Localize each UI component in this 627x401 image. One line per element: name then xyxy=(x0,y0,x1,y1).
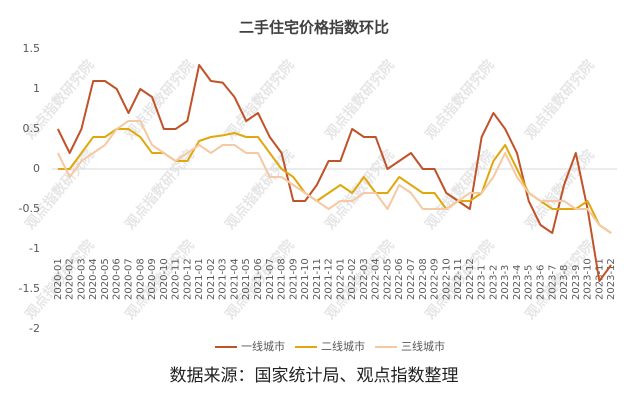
x-tick-label: 2021-02 xyxy=(206,258,217,300)
watermark: 观点指数研究院 xyxy=(522,57,598,143)
x-tick-label: 2020-05 xyxy=(100,258,111,300)
x-tick-label: 2020-11 xyxy=(171,258,182,300)
x-tick-label: 2022-11 xyxy=(453,258,464,300)
x-tick-label: 2022-10 xyxy=(441,258,452,300)
x-tick-label: 2021-09 xyxy=(288,258,299,300)
x-tick-label: 2023-2 xyxy=(488,265,499,300)
x-tick-label: 2021-03 xyxy=(218,258,229,300)
watermark: 观点指数研究院 xyxy=(122,147,198,233)
x-tick-label: 2022-12 xyxy=(465,258,476,300)
x-tick-label: 2023-7 xyxy=(547,265,558,300)
watermark: 观点指数研究院 xyxy=(222,147,298,233)
series-line xyxy=(56,120,612,234)
x-tick-label: 2023-3 xyxy=(500,265,511,300)
x-tick-label: 2020-07 xyxy=(124,258,135,300)
x-tick-label: 2022-01 xyxy=(335,258,346,300)
watermark: 观点指数研究院 xyxy=(22,147,98,233)
x-tick-label: 2022-04 xyxy=(371,258,382,300)
watermark: 观点指数研究院 xyxy=(422,147,498,233)
x-tick-label: 2020-02 xyxy=(65,258,76,300)
x-tick-label: 2021-08 xyxy=(277,258,288,300)
x-tick-label: 2020-09 xyxy=(147,258,158,300)
watermark: 观点指数研究院 xyxy=(522,147,598,233)
y-tick-label: -0.5 xyxy=(19,202,40,215)
x-tick-label: 2020-04 xyxy=(88,258,99,300)
x-tick-label: 2021-01 xyxy=(194,258,205,300)
x-tick-label: 2021-10 xyxy=(300,258,311,300)
x-tick-label: 2020-01 xyxy=(53,258,64,300)
x-tick-label: 2022-05 xyxy=(382,258,393,300)
y-tick-label: 0.5 xyxy=(23,122,41,135)
x-tick-label: 2020-12 xyxy=(182,258,193,300)
y-tick-label: -1 xyxy=(29,242,40,255)
chart-title: 二手住宅价格指数环比 xyxy=(239,19,389,37)
x-tick-label: 2023-4 xyxy=(512,265,523,300)
y-tick-label: -2 xyxy=(29,322,40,335)
x-tick-label: 2023-12 xyxy=(606,258,617,300)
y-tick-label: -1.5 xyxy=(19,282,40,295)
series-line xyxy=(56,64,612,282)
watermark: 观点指数研究院 xyxy=(222,57,298,143)
x-tick-label: 2022-09 xyxy=(430,258,441,300)
legend-label: 二线城市 xyxy=(321,339,365,353)
x-tick-label: 2022-06 xyxy=(394,258,405,300)
y-tick-label: 0 xyxy=(33,162,40,175)
x-tick-label: 2020-08 xyxy=(135,258,146,300)
x-tick-label: 2021-12 xyxy=(324,258,335,300)
x-tick-label: 2023-8 xyxy=(559,265,570,300)
x-tick-label: 2020-06 xyxy=(112,258,123,300)
x-tick-label: 2023-6 xyxy=(535,265,546,300)
x-tick-label: 2021-11 xyxy=(312,258,323,300)
x-tick-label: 2021-04 xyxy=(229,258,240,300)
x-tick-label: 2023-10 xyxy=(583,258,594,300)
x-tick-label: 2021-06 xyxy=(253,258,264,300)
legend-label: 三线城市 xyxy=(401,339,445,353)
x-tick-label: 2023-5 xyxy=(524,265,535,300)
legend-label: 一线城市 xyxy=(241,339,285,353)
x-tick-label: 2022-03 xyxy=(359,258,370,300)
x-tick-label: 2021-05 xyxy=(241,258,252,300)
x-tick-label: 2023-9 xyxy=(571,265,582,300)
x-tick-label: 2021-07 xyxy=(265,258,276,300)
watermark: 观点指数研究院 xyxy=(322,57,398,143)
x-tick-label: 2023-1 xyxy=(477,265,488,300)
x-tick-label: 2020-03 xyxy=(76,258,87,300)
x-tick-label: 2022-07 xyxy=(406,258,417,300)
x-tick-label: 2020-10 xyxy=(159,258,170,300)
series-line xyxy=(57,128,612,234)
x-tick-label: 2022-08 xyxy=(418,258,429,300)
watermark: 观点指数研究院 xyxy=(122,57,198,143)
x-tick-label: 2022-02 xyxy=(347,258,358,300)
source-note: 数据来源：国家统计局、观点指数整理 xyxy=(170,366,459,386)
y-tick-label: 1 xyxy=(33,82,40,95)
y-tick-label: 1.5 xyxy=(23,42,41,55)
